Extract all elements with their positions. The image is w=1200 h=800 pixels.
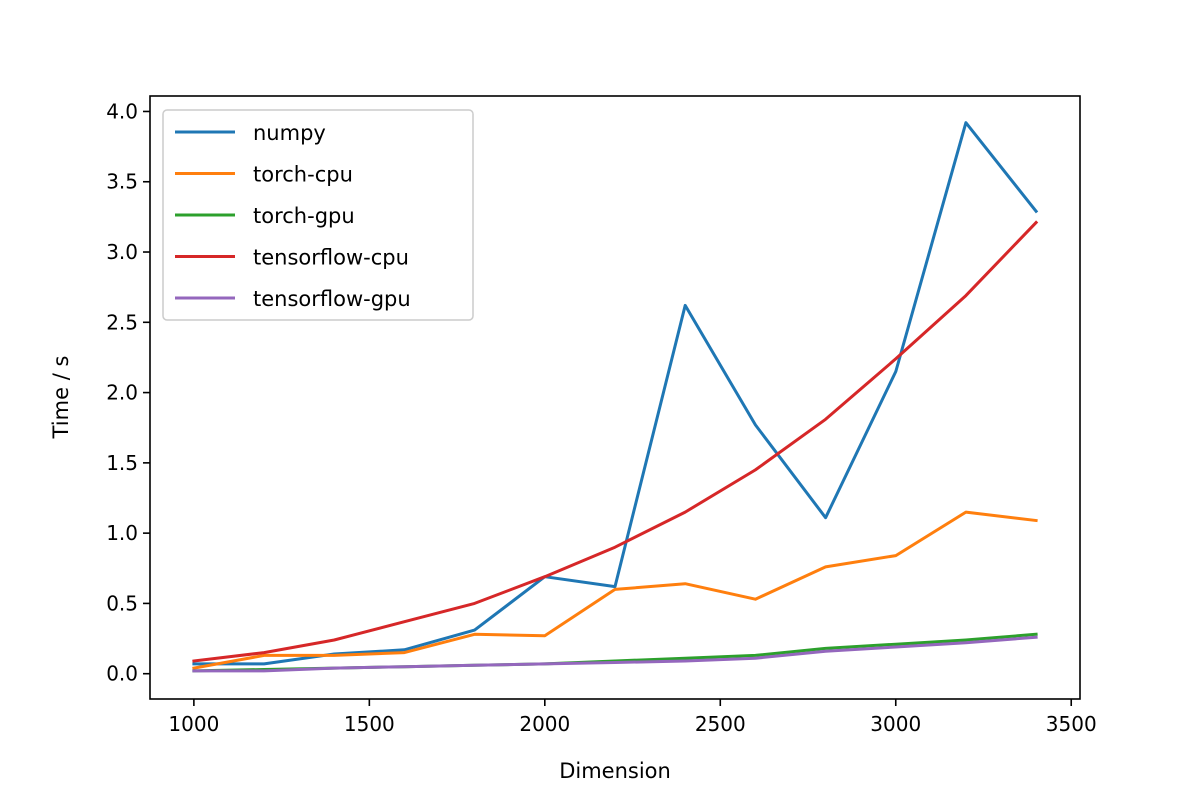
y-tick-label: 0.5: [106, 591, 138, 615]
series-line-torch-cpu: [192, 510, 1038, 670]
y-axis: 0.0 0.5 1.0 1.5 2.0 2.5 3.0 3.5 4.0: [106, 99, 150, 686]
y-tick-label: 4.0: [106, 99, 138, 123]
y-tick-label: 2.5: [106, 310, 138, 334]
plot-frame: [149, 95, 1081, 700]
y-tick-label: 1.0: [106, 521, 138, 545]
y-tick-label: 2.0: [106, 381, 138, 405]
x-tick-label: 2000: [519, 712, 570, 736]
x-tick-label: 3500: [1046, 712, 1097, 736]
y-tick-label: 3.0: [106, 240, 138, 264]
legend: numpy torch-cpu torch-gpu tensorflow-cpu ten…: [162, 109, 474, 321]
x-tick-label: 1000: [168, 712, 219, 736]
x-axis: 1000 1500 2000 2500 3000 3500: [168, 699, 1097, 736]
legend-box: [162, 109, 474, 321]
legend-label-tensorflow-gpu: tensorflow-gpu: [253, 287, 411, 311]
x-tick-label: 3000: [870, 712, 921, 736]
x-tick-label: 2500: [695, 712, 746, 736]
legend-label-torch-cpu: torch-cpu: [253, 163, 353, 187]
y-tick-label: 3.5: [106, 170, 138, 194]
y-tick-label: 0.0: [106, 662, 138, 686]
legend-label-numpy: numpy: [253, 121, 326, 145]
x-axis-title: Dimension: [559, 759, 671, 783]
y-tick-label: 1.5: [106, 451, 138, 475]
legend-label-torch-gpu: torch-gpu: [253, 204, 355, 228]
y-axis-title: Time / s: [49, 356, 73, 440]
series-layer: [192, 121, 1039, 673]
legend-label-tensorflow-cpu: tensorflow-cpu: [253, 246, 409, 270]
series-line-tensorflow-gpu: [192, 635, 1038, 673]
series-line-tensorflow-cpu: [192, 220, 1039, 663]
x-tick-label: 1500: [344, 712, 395, 736]
